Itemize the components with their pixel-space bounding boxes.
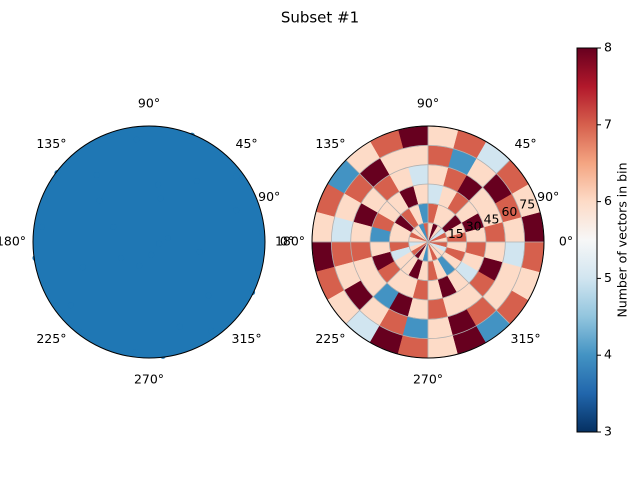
theta-tick-label: 180° [275, 234, 305, 249]
scatter-point [156, 240, 163, 247]
scatter-point [118, 255, 125, 262]
scatter-point [249, 289, 256, 296]
colorbar-tick-label: 8 [604, 40, 612, 55]
scatter-point [233, 173, 240, 180]
scatter-point [67, 302, 74, 309]
colorbar-tick-label: 6 [604, 193, 612, 208]
scatter-point [208, 327, 215, 334]
scatter-point [258, 229, 265, 236]
scatter-point [107, 133, 114, 140]
scatter-point [205, 292, 212, 299]
r-tick-label: 30 [466, 219, 482, 234]
colorbar-tick-label: 3 [604, 424, 612, 439]
r-tick-label: 75 [519, 197, 535, 212]
r-grid-line [408, 222, 448, 262]
point-cloud [33, 126, 265, 358]
r-grid-line [388, 202, 468, 282]
scatter-point [233, 207, 240, 214]
r-tick-label: 90° [537, 189, 559, 204]
scatter-point [164, 234, 171, 241]
r-grid-line [350, 164, 506, 320]
r-tick-label: 15 [448, 226, 464, 241]
theta-tick-label: 45° [236, 136, 258, 151]
theta-tick-label: 90° [417, 96, 439, 111]
theta-tick-label: 270° [413, 372, 443, 387]
theta-tick-label: 0° [559, 234, 573, 249]
theta-tick-label: 225° [315, 331, 345, 346]
theta-tick-label: 135° [315, 136, 345, 151]
scatter-point [157, 195, 164, 202]
r-tick-label: 45 [484, 211, 500, 226]
theta-tick-label: 180° [0, 234, 26, 249]
colorbar-tick-label: 7 [604, 116, 612, 131]
r-tick-label: 60 [501, 204, 517, 219]
theta-tick-label: 45° [515, 136, 537, 151]
r-grid-line [330, 144, 526, 340]
scatter-point [136, 262, 143, 269]
colorbar-tick-label: 4 [604, 347, 612, 362]
scatter-point [38, 223, 45, 230]
scatter-point [79, 264, 86, 271]
scatter-point [196, 248, 203, 255]
theta-tick-label: 0° [280, 234, 294, 249]
scatter-point [110, 223, 117, 230]
theta-tick-label: 135° [36, 136, 66, 151]
scatter-point [193, 178, 200, 185]
theta-tick-label: 315° [232, 331, 262, 346]
colorbar-tick-label: 5 [604, 270, 612, 285]
scatter-point [148, 251, 155, 258]
r-tick-label: 90° [258, 189, 280, 204]
theta-tick-label: 225° [36, 331, 66, 346]
polar-frame [32, 125, 266, 359]
scatter-point [93, 171, 100, 178]
scatter-point [133, 136, 140, 143]
scatter-point [176, 323, 183, 330]
colorbar-label: Number of vectors in bin [615, 162, 630, 317]
scatter-point [32, 254, 39, 261]
theta-tick-label: 315° [511, 331, 541, 346]
scatter-point [159, 352, 166, 359]
colorbar [576, 47, 598, 433]
scatter-point [132, 349, 139, 356]
theta-tick-label: 270° [134, 372, 164, 387]
theta-tick-label: 90° [138, 96, 160, 111]
figure-title: Subset #1 [281, 9, 359, 27]
scatter-point [54, 169, 61, 176]
scatter-point [96, 197, 103, 204]
scatter-point [155, 181, 162, 188]
polar-frame [311, 125, 545, 359]
r-grid-line [369, 183, 487, 301]
